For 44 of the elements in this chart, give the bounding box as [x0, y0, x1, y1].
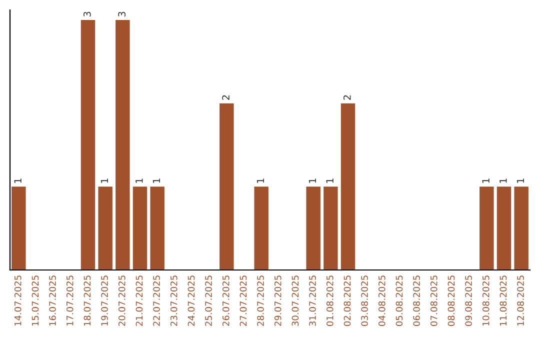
x-tick-label: 21.07.2025 [136, 276, 143, 326]
x-tick-label: 30.07.2025 [292, 276, 299, 326]
x-tick-label: 08.08.2025 [448, 276, 455, 326]
x-tick-label: 29.07.2025 [274, 276, 282, 326]
data-label: 1 [136, 178, 143, 183]
x-tick-label: 04.08.2025 [378, 276, 386, 326]
data-label: 1 [14, 178, 22, 183]
data-label: 1 [100, 178, 108, 183]
x-tick-label: 23.07.2025 [170, 276, 178, 326]
x-tick-label: 24.07.2025 [188, 276, 195, 326]
data-label: 3 [83, 12, 91, 16]
x-tick-label: 17.07.2025 [66, 276, 74, 326]
x-tick-label: 26.07.2025 [222, 276, 230, 326]
x-tick-label: 22.07.2025 [153, 276, 160, 326]
x-tick-label: 06.08.2025 [413, 276, 420, 326]
x-tick-label: 20.07.2025 [118, 276, 126, 326]
x-tick-label: 28.07.2025 [257, 276, 264, 326]
x-tick-label: 25.07.2025 [205, 276, 212, 326]
x-tick-label: 02.08.2025 [344, 276, 351, 326]
x-tick-label: 18.07.2025 [84, 276, 91, 326]
x-tick-label: 07.08.2025 [430, 276, 438, 326]
x-tick-label: 19.07.2025 [101, 276, 108, 326]
x-tick-label: 31.07.2025 [309, 276, 316, 326]
data-label: 1 [326, 178, 334, 183]
data-label: 2 [343, 95, 351, 100]
data-label: 1 [308, 178, 316, 183]
x-tick-label: 14.07.2025 [14, 276, 22, 326]
data-label: 3 [118, 12, 126, 16]
x-tick-label: 16.07.2025 [49, 276, 56, 326]
x-tick-label: 15.07.2025 [32, 276, 39, 326]
data-label: 2 [222, 95, 230, 100]
x-tick-label: 05.08.2025 [396, 276, 403, 326]
data-label: 1 [152, 178, 160, 183]
data-label: 1 [516, 178, 524, 183]
x-tick-label: 27.07.2025 [240, 276, 247, 326]
data-label: 1 [500, 178, 507, 183]
x-tick-label: 11.08.2025 [500, 276, 507, 326]
x-tick-label: 03.08.2025 [361, 276, 368, 326]
x-tick-label: 12.08.2025 [517, 276, 524, 326]
data-label: 1 [482, 178, 490, 183]
x-tick-label: 01.08.2025 [326, 276, 334, 326]
x-tick-label: 10.08.2025 [482, 276, 490, 326]
data-label: 1 [256, 178, 264, 183]
x-tick-label: 09.08.2025 [465, 276, 472, 326]
